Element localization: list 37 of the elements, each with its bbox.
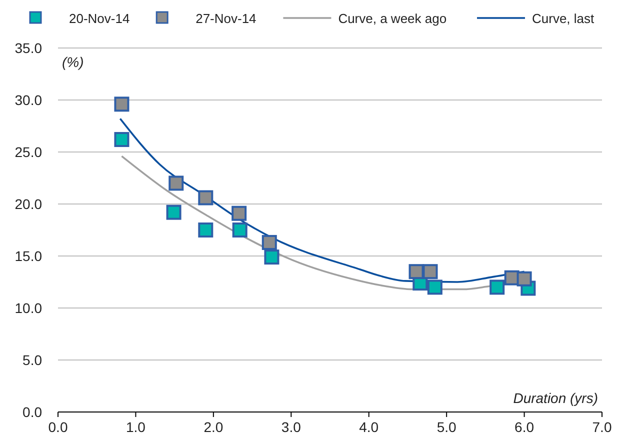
y-tick-label: 5.0 (22, 352, 42, 368)
x-tick-label: 5.0 (436, 419, 457, 435)
point (490, 280, 505, 295)
point (166, 204, 182, 220)
point (427, 280, 442, 295)
point (198, 190, 214, 206)
y-tick-label: 10.0 (14, 300, 42, 316)
x-tick-label: 3.0 (281, 419, 302, 435)
point (232, 222, 248, 238)
y-tick-label: 0.0 (22, 404, 42, 420)
point (232, 206, 247, 221)
x-tick-label: 0.0 (48, 419, 68, 435)
y-tick-label: 30.0 (14, 92, 42, 108)
y-tick-label: 20.0 (14, 196, 42, 212)
point (422, 264, 438, 280)
y-tick-label: 15.0 (14, 248, 42, 264)
point (408, 264, 424, 280)
x-tick-label: 4.0 (359, 419, 379, 435)
point (262, 234, 277, 250)
y-tick-label: 35.0 (14, 40, 42, 56)
x-tick-label: 2.0 (204, 419, 224, 435)
y-tick-label: 25.0 (14, 144, 42, 160)
legend-label: 20-Nov-14 (69, 11, 130, 26)
point (168, 176, 184, 191)
x-axis-title: Duration (yrs) (513, 390, 598, 406)
x-tick-label: 1.0 (126, 419, 146, 435)
point (114, 132, 130, 148)
point (264, 250, 280, 265)
point (198, 222, 214, 238)
point (114, 96, 130, 112)
legend-label: Curve, last (532, 11, 595, 26)
y-axis-title: (%) (62, 54, 84, 70)
point (516, 271, 532, 286)
x-tick-label: 6.0 (514, 419, 534, 435)
legend-label: 27-Nov-14 (196, 11, 256, 26)
x-tick-label: 7.0 (592, 419, 612, 435)
legend-label: Curve, a week ago (338, 11, 447, 26)
